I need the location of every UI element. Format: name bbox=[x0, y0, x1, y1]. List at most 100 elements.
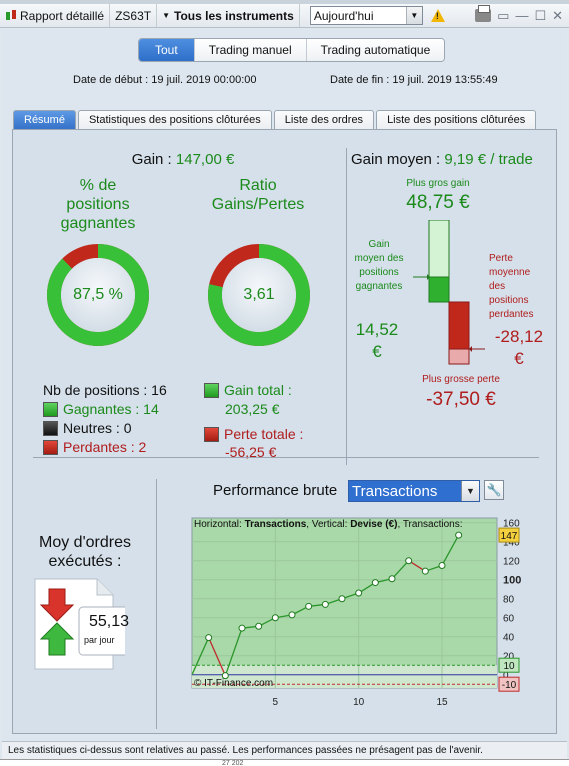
filter-all[interactable]: Tout bbox=[139, 39, 195, 61]
ratio-ring bbox=[208, 244, 310, 346]
orders-title-line: exécutés : bbox=[48, 553, 122, 570]
warning-icon[interactable]: ! bbox=[430, 9, 445, 22]
avg-win-label-line: gagnantes bbox=[355, 281, 403, 292]
avg-loss-label-line: moyenne bbox=[489, 267, 531, 278]
data-point bbox=[271, 614, 279, 622]
y-tick-label: 160 bbox=[503, 519, 520, 530]
data-point bbox=[355, 589, 363, 597]
series-segment bbox=[224, 627, 243, 676]
gain-total-label: Gain total : bbox=[224, 382, 292, 398]
gain-arc bbox=[208, 244, 310, 346]
data-point bbox=[405, 557, 413, 565]
win-rate-gauge: 87,5 % bbox=[46, 243, 150, 347]
minimize-icon[interactable]: — bbox=[515, 8, 529, 23]
series-segment bbox=[441, 534, 460, 566]
chart-candle-icon bbox=[5, 9, 17, 23]
data-point bbox=[305, 602, 313, 610]
upper-threshold-badge: 10 bbox=[503, 661, 515, 672]
start-date-label: Date de début : bbox=[73, 74, 149, 86]
total-gain-label: Gain : bbox=[131, 151, 172, 168]
arrow-up-icon bbox=[39, 622, 75, 656]
orders-unit: par jour bbox=[84, 635, 115, 645]
gain-total-row: Gain total : bbox=[204, 382, 292, 398]
period-value: Aujourd'hui bbox=[313, 8, 374, 23]
chart-header: Horizontal: Transactions, Vertical: Devi… bbox=[194, 519, 462, 530]
neutral-row: Neutres : 0 bbox=[43, 420, 131, 436]
tab-orders[interactable]: Liste des ordres bbox=[273, 110, 375, 129]
y-tick-label: 60 bbox=[503, 614, 515, 625]
win-rate-title-line: % de bbox=[79, 177, 117, 194]
period-select[interactable]: Aujourd'hui ▼ bbox=[309, 6, 423, 25]
positions-count-label: Nb de positions : 16 bbox=[43, 382, 167, 398]
series-segment bbox=[191, 637, 210, 675]
filter-automatic[interactable]: Trading automatique bbox=[306, 39, 445, 61]
win-rate-title-line: positions bbox=[66, 196, 130, 213]
tab-closed-stats[interactable]: Statistiques des positions clôturées bbox=[77, 110, 272, 129]
winners-row: Gagnantes : 14 bbox=[43, 401, 159, 417]
x-tick-label: 5 bbox=[273, 697, 279, 708]
column-divider bbox=[346, 148, 347, 465]
restore-icon[interactable]: ▭ bbox=[497, 7, 510, 23]
gain-total-value: 203,25 € bbox=[225, 401, 280, 417]
data-point bbox=[255, 622, 263, 630]
data-point bbox=[238, 624, 246, 632]
gain-loss-bars bbox=[413, 220, 485, 365]
ratio-value: 3,61 bbox=[243, 286, 275, 303]
report-menu[interactable]: Rapport détaillé bbox=[0, 4, 111, 27]
orders-title-line: Moy d'ordres bbox=[39, 534, 131, 551]
data-point bbox=[221, 672, 229, 680]
background-window-strip bbox=[0, 0, 569, 4]
maximize-icon[interactable]: ☐ bbox=[534, 7, 547, 23]
data-point bbox=[455, 531, 463, 539]
y-tick-label: 20 bbox=[503, 652, 515, 663]
chevron-down-icon[interactable]: ▼ bbox=[461, 481, 479, 501]
tab-closed-positions[interactable]: Liste des positions clôturées bbox=[376, 110, 537, 129]
orders-title: Moy d'ordres exécutés : bbox=[23, 533, 147, 571]
instruments-selector[interactable]: ▼ Tous les instruments bbox=[157, 4, 300, 27]
avg-gain-label: Gain moyen : bbox=[351, 151, 441, 168]
disclaimer: Les statistiques ci-dessus sont relative… bbox=[2, 741, 567, 759]
print-icon[interactable] bbox=[475, 5, 492, 22]
y-tick-label: 40 bbox=[503, 633, 515, 644]
bottom-divider bbox=[156, 479, 157, 729]
chevron-down-icon[interactable]: ▼ bbox=[405, 7, 422, 24]
win-arc bbox=[47, 244, 149, 346]
best-gain-label: Plus gros gain bbox=[406, 178, 470, 189]
loss-total-label: Perte totale : bbox=[224, 426, 304, 442]
ratio-title: Ratio Gains/Pertes bbox=[193, 176, 323, 214]
avg-loss-value-line: -28,12 bbox=[494, 327, 544, 346]
gauge-center bbox=[61, 258, 135, 332]
start-date: Date de début : 19 juil. 2019 00:00:00 bbox=[73, 74, 257, 86]
ratio-gauge: 3,61 bbox=[207, 243, 311, 347]
plot-area bbox=[191, 517, 498, 689]
green-square-icon bbox=[204, 382, 219, 398]
worst-loss-value: -37,50 € bbox=[426, 389, 496, 410]
avg-win-label-line: positions bbox=[359, 267, 399, 278]
close-icon[interactable]: ✕ bbox=[552, 7, 563, 23]
green-square-icon bbox=[43, 401, 58, 417]
section-divider bbox=[33, 457, 539, 458]
performance-select[interactable]: Transactions ▼ bbox=[348, 480, 480, 502]
y-tick-label: 140 bbox=[503, 538, 520, 549]
end-date: Date de fin : 19 juil. 2019 13:55:49 bbox=[330, 74, 498, 86]
upper-threshold-badge-box bbox=[498, 657, 520, 673]
avg-loss-label-line: perdantes bbox=[489, 309, 534, 320]
losers-label: Perdantes : 2 bbox=[63, 439, 147, 455]
data-point bbox=[321, 600, 329, 608]
data-point bbox=[438, 561, 446, 569]
end-date-label: Date de fin : bbox=[330, 74, 390, 86]
toolbar: Rapport détaillé ZS63T ▼ Tous les instru… bbox=[0, 4, 569, 28]
tab-summary[interactable]: Résumé bbox=[13, 110, 76, 129]
avg-win-label-line: moyen des bbox=[354, 253, 404, 264]
end-date-value: 19 juil. 2019 13:55:49 bbox=[392, 74, 498, 86]
avg-loss-value: -28,12 € bbox=[487, 326, 551, 370]
filter-manual[interactable]: Trading manuel bbox=[194, 39, 307, 61]
wrench-icon[interactable]: 🔧 bbox=[484, 480, 504, 500]
avg-loss-value-line: € bbox=[514, 349, 524, 368]
account-selector[interactable]: ZS63T bbox=[110, 4, 158, 27]
report-tabs: Résumé Statistiques des positions clôtur… bbox=[13, 110, 537, 130]
avg-loss-label-line: Perte bbox=[489, 253, 513, 264]
total-gain-value: 147,00 € bbox=[175, 151, 235, 168]
orders-value-box bbox=[78, 606, 125, 656]
instruments-label: Tous les instruments bbox=[174, 8, 294, 23]
